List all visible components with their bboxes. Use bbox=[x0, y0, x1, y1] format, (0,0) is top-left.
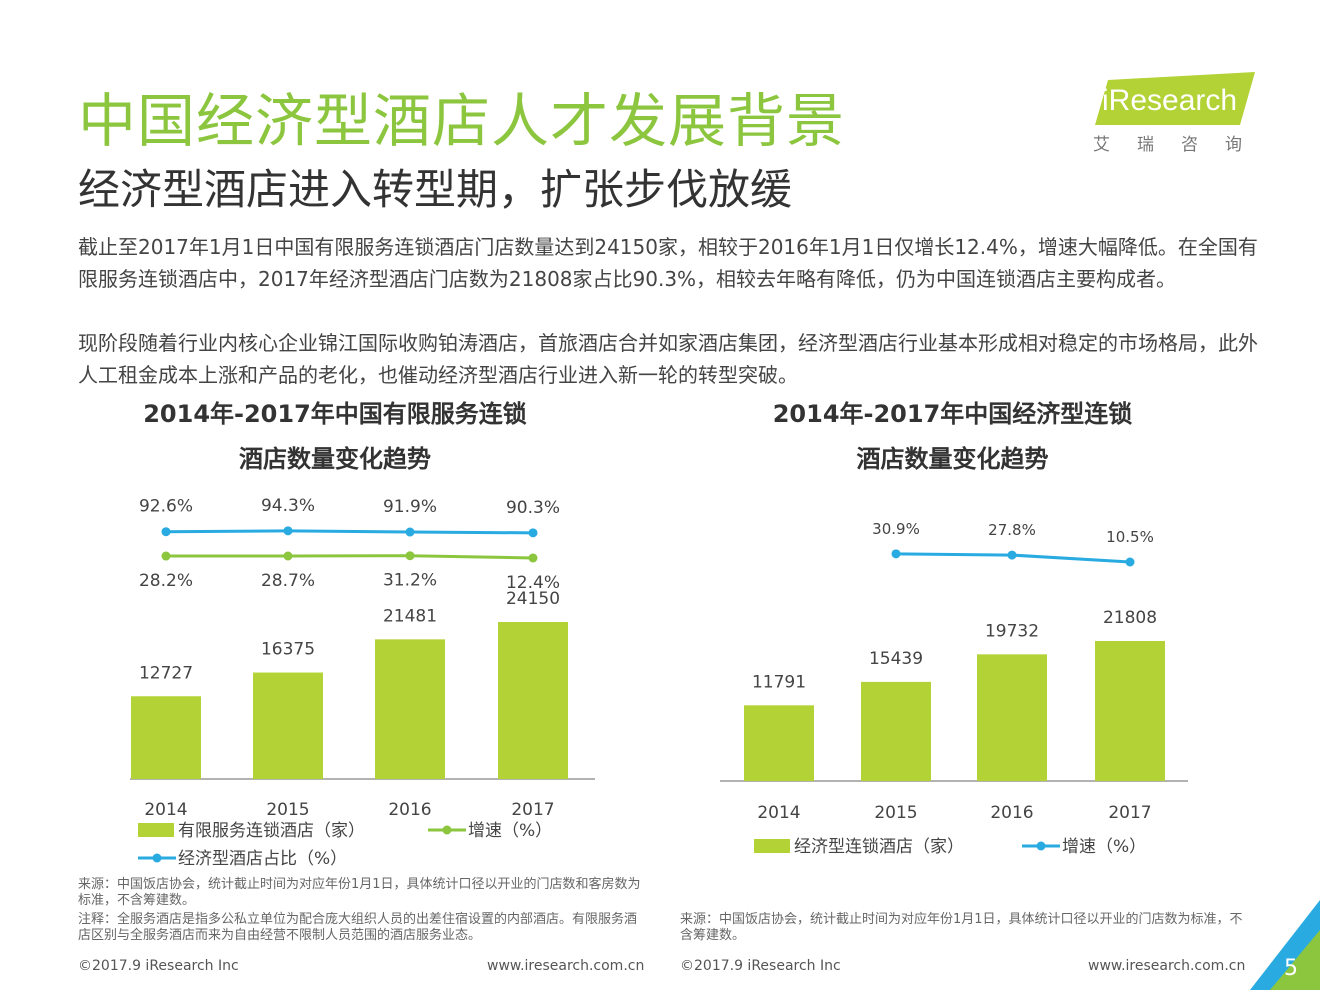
share-label: 92.6% bbox=[139, 497, 193, 517]
bar-value-label: 12727 bbox=[139, 663, 193, 683]
growth-label: 10.5% bbox=[1106, 528, 1154, 546]
chart-2-title: 2014年-2017年中国经济型连锁 酒店数量变化趋势 bbox=[725, 392, 1180, 482]
logo-text: iResearch bbox=[1102, 84, 1237, 117]
legend-marker-growth bbox=[442, 825, 452, 835]
bar-2015 bbox=[253, 672, 323, 779]
share-label: 94.3% bbox=[261, 496, 315, 516]
chart-limited-service-hotels: 12727 2014 16375 2015 21481 2016 24150 2017 92.6… bbox=[130, 496, 595, 869]
bar-value-label: 11791 bbox=[752, 672, 806, 692]
footnote-1: 注释：全服务酒店是指多公私立单位为配合庞大组织人员的出差住宿设置的内部酒店。有限… bbox=[78, 912, 638, 943]
chart-2-title-line-1: 2014年-2017年中国经济型连锁 bbox=[772, 400, 1133, 428]
chart-1-title: 2014年-2017年中国有限服务连锁 酒店数量变化趋势 bbox=[110, 392, 560, 482]
website-link-left[interactable]: www.iresearch.com.cn bbox=[487, 958, 645, 974]
chart-1-title-line-1: 2014年-2017年中国有限服务连锁 bbox=[143, 400, 527, 428]
legend-swatch-bars bbox=[138, 823, 174, 837]
share-point bbox=[161, 527, 171, 537]
copyright-left: ©2017.9 iResearch Inc bbox=[78, 958, 239, 974]
legend-label-growth: 增速（%） bbox=[1062, 837, 1146, 857]
bar-value-label: 15439 bbox=[869, 649, 923, 669]
bar-value-label: 21808 bbox=[1103, 608, 1157, 628]
chart-2-title-line-2: 酒店数量变化趋势 bbox=[856, 445, 1049, 473]
growth-point bbox=[161, 551, 171, 561]
bar-2014 bbox=[744, 705, 814, 781]
iresearch-logo: iResearch bbox=[1095, 72, 1255, 125]
share-label: 90.3% bbox=[506, 498, 560, 518]
legend-label-bars: 有限服务连锁酒店（家） bbox=[178, 821, 365, 841]
growth-label: 31.2% bbox=[383, 571, 437, 591]
share-line bbox=[165, 529, 534, 535]
growth-label: 12.4% bbox=[506, 573, 560, 593]
legend-swatch-bars bbox=[754, 839, 790, 853]
growth-point bbox=[528, 553, 538, 563]
x-tick-label: 2016 bbox=[388, 800, 431, 820]
bar-2017 bbox=[498, 622, 568, 779]
bar-value-label: 16375 bbox=[261, 640, 315, 660]
source-note-1: 来源：中国饭店协会，统计截止时间为对应年份1月1日，具体统计口径以开业的门店数和… bbox=[78, 877, 641, 908]
legend-label-growth: 增速（%） bbox=[468, 821, 552, 841]
page-title: 中国经济型酒店人才发展背景 bbox=[78, 87, 846, 155]
logo-subtext: 艾瑞咨询 bbox=[1093, 135, 1269, 155]
growth-label: 28.2% bbox=[139, 571, 193, 591]
share-label: 91.9% bbox=[383, 497, 437, 517]
growth-point bbox=[283, 551, 293, 561]
share-point bbox=[283, 526, 293, 536]
bar-2014 bbox=[131, 696, 201, 779]
growth-label: 28.7% bbox=[261, 571, 315, 591]
page-number: 5 bbox=[1284, 956, 1298, 981]
share-point bbox=[528, 528, 538, 538]
share-point bbox=[405, 527, 415, 537]
x-tick-label: 2015 bbox=[874, 803, 917, 823]
growth-point bbox=[1007, 550, 1017, 560]
bar-2015 bbox=[861, 681, 931, 781]
legend-label-bars: 经济型连锁酒店（家） bbox=[794, 837, 964, 857]
bar-2016 bbox=[977, 654, 1047, 781]
x-tick-label: 2017 bbox=[511, 800, 554, 820]
intro-paragraph-2: 现阶段随着行业内核心企业锦江国际收购铂涛酒店，首旅酒店合并如家酒店集团，经济型酒… bbox=[78, 331, 1258, 387]
website-link-right[interactable]: www.iresearch.com.cn bbox=[1088, 958, 1246, 974]
x-tick-label: 2014 bbox=[144, 800, 187, 820]
legend-label-share: 经济型酒店占比（%） bbox=[178, 849, 347, 869]
growth-point bbox=[891, 549, 901, 559]
growth-line bbox=[165, 554, 534, 560]
x-tick-label: 2014 bbox=[757, 803, 800, 823]
bar-2017 bbox=[1095, 641, 1165, 781]
growth-point bbox=[1125, 557, 1135, 567]
growth-label: 30.9% bbox=[872, 520, 920, 538]
source-note-2: 来源：中国饭店协会，统计截止时间为对应年份1月1日，具体统计口径以开业的门店数为… bbox=[680, 912, 1243, 943]
growth-label: 27.8% bbox=[988, 521, 1036, 539]
chart-economy-hotels: 11791 2014 15439 2015 19732 2016 21808 2017 30.9… bbox=[720, 520, 1188, 857]
legend-marker-growth bbox=[1036, 841, 1046, 851]
bar-value-label: 24150 bbox=[506, 589, 560, 609]
chart-1-title-line-2: 酒店数量变化趋势 bbox=[239, 445, 431, 473]
bar-2016 bbox=[375, 639, 445, 779]
bar-value-label: 21481 bbox=[383, 606, 437, 626]
x-tick-label: 2015 bbox=[266, 800, 309, 820]
x-tick-label: 2017 bbox=[1108, 803, 1151, 823]
page-corner-decoration bbox=[1250, 900, 1320, 990]
copyright-right: ©2017.9 iResearch Inc bbox=[680, 958, 841, 974]
legend-marker-share bbox=[152, 853, 162, 863]
x-tick-label: 2016 bbox=[990, 803, 1033, 823]
page-subtitle: 经济型酒店进入转型期，扩张步伐放缓 bbox=[78, 165, 793, 214]
intro-paragraph-1: 截止至2017年1月1日中国有限服务连锁酒店门店数量达到24150家，相较于20… bbox=[78, 235, 1258, 291]
growth-point bbox=[405, 551, 415, 561]
bar-value-label: 19732 bbox=[985, 621, 1039, 641]
